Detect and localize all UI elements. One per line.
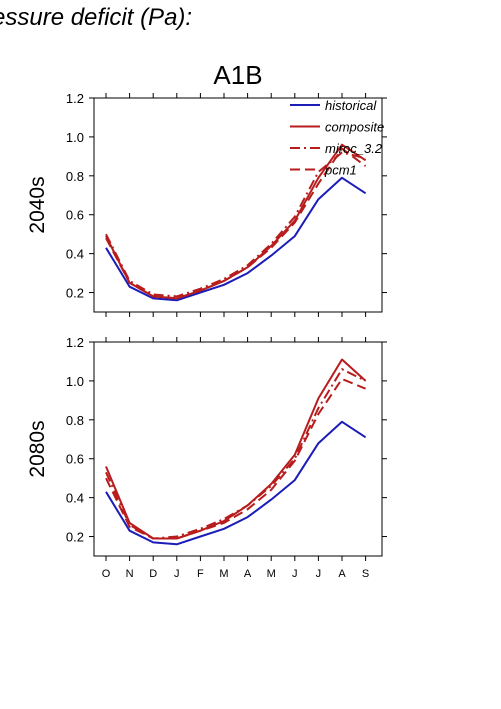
- legend-label: pcm1: [324, 163, 357, 178]
- x-tick-label: M: [267, 568, 276, 580]
- y-tick-label: 1.2: [66, 335, 84, 350]
- series-line-historical: [105, 176, 367, 302]
- plot-frame: [93, 341, 383, 557]
- x-tick-label: A: [338, 568, 346, 580]
- y-tick-label: 0.6: [66, 452, 84, 467]
- chart-title: A1B: [213, 60, 262, 90]
- y-tick-label: 0.4: [66, 247, 84, 262]
- series-line-pcm1: [105, 378, 366, 540]
- x-tick-label: J: [292, 568, 298, 580]
- y-tick-label: 0.2: [66, 530, 84, 545]
- x-tick-label: N: [126, 568, 134, 580]
- y-tick-label: 0.6: [66, 208, 84, 223]
- x-tick-label: M: [219, 568, 228, 580]
- y-tick-label: 0.8: [66, 169, 84, 184]
- x-tick-label: S: [362, 568, 369, 580]
- x-tick-label: A: [244, 568, 252, 580]
- y-tick-label: 1.0: [66, 374, 84, 389]
- y-tick-label: 0.8: [66, 413, 84, 428]
- y-tick-label: 0.2: [66, 286, 84, 301]
- y-tick-label: 1.0: [66, 130, 84, 145]
- figure-title: essure deficit (Pa):: [0, 4, 193, 31]
- x-tick-label: J: [174, 568, 180, 580]
- legend-label: composite: [325, 120, 384, 135]
- legend-label: miroc_3.2: [325, 141, 383, 156]
- plot-frame: [93, 97, 383, 313]
- series-line-pcm1: [105, 147, 367, 300]
- y-axis-label: 2040s: [26, 176, 49, 233]
- series-line-historical: [105, 420, 367, 546]
- x-tick-label: O: [102, 568, 111, 580]
- series-line-composite: [105, 358, 367, 540]
- y-axis-label: 2080s: [26, 420, 49, 477]
- series-line-miroc-3-2: [105, 151, 366, 298]
- x-tick-label: J: [316, 568, 322, 580]
- legend-label: historical: [325, 98, 377, 113]
- x-tick-label: F: [197, 568, 204, 580]
- y-tick-label: 0.4: [66, 491, 84, 506]
- y-tick-label: 1.2: [66, 91, 84, 106]
- x-tick-label: D: [149, 568, 157, 580]
